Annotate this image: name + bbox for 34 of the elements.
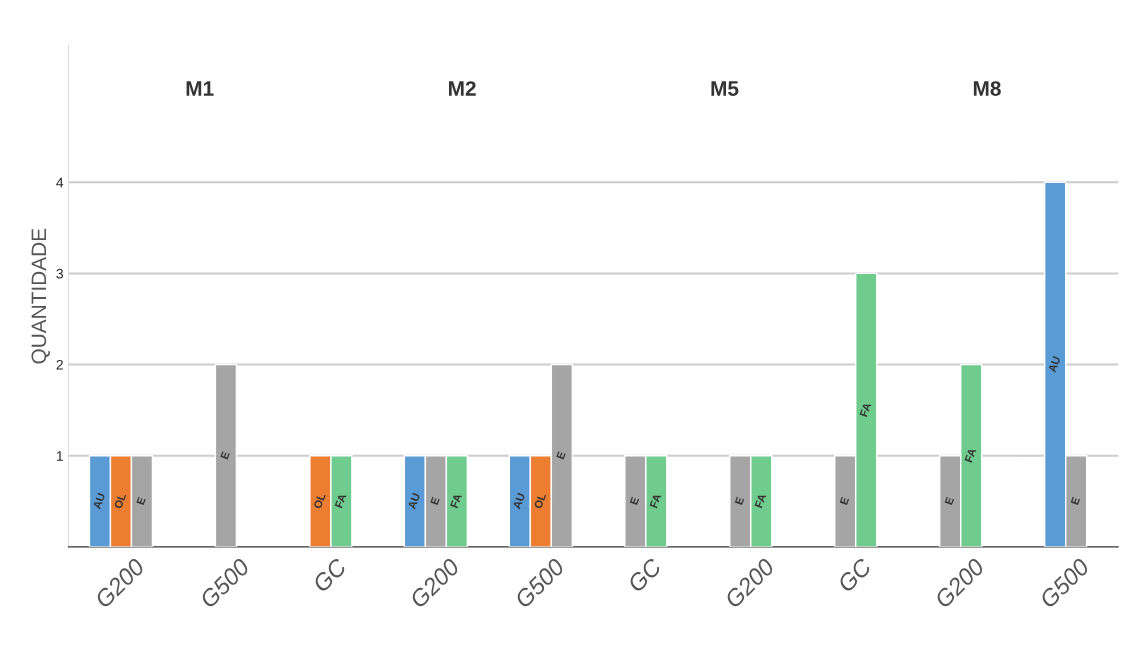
annotation: M1	[186, 81, 214, 96]
text: OL	[313, 492, 326, 510]
text: AU	[407, 492, 421, 510]
text: E	[629, 496, 640, 506]
text: FA	[649, 493, 662, 509]
x-tick-label: GC	[836, 556, 873, 594]
series-label: FA	[964, 447, 977, 463]
text: E	[839, 496, 850, 506]
series-label: E	[136, 496, 146, 506]
y-tick-label: 3	[56, 268, 63, 279]
text: E	[944, 496, 955, 506]
y-tick-label: 2	[56, 359, 63, 370]
text: FA	[450, 493, 462, 509]
text: FA	[334, 493, 347, 509]
y-tick-label: 4	[56, 177, 64, 188]
text: FA	[754, 493, 767, 509]
text: E	[220, 450, 230, 460]
y-tick-label: 1	[56, 451, 63, 461]
series-label: AU	[1048, 356, 1061, 373]
x-tick-label: GC	[311, 556, 348, 594]
text: OL	[113, 492, 127, 510]
text: AU	[92, 492, 106, 510]
text: E	[430, 496, 440, 506]
annotation: M5	[711, 81, 739, 96]
annotation: M8	[973, 81, 1001, 96]
y-axis-title: QUANTIDADE	[31, 228, 50, 364]
text: E	[1070, 496, 1081, 506]
text: E	[734, 496, 745, 506]
x-tick-label: GC	[626, 556, 663, 594]
text: AU	[512, 492, 526, 510]
annotation: M2	[449, 81, 476, 96]
text: E	[556, 450, 566, 460]
text: FA	[859, 402, 872, 418]
series-label: OL	[533, 492, 547, 510]
